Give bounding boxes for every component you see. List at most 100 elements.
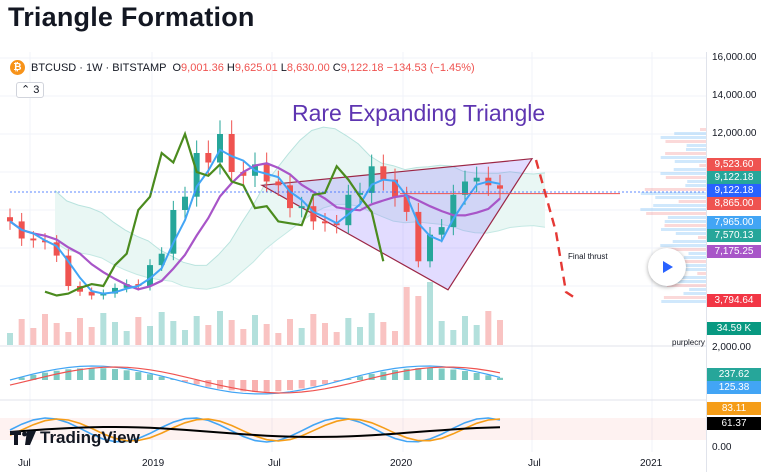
play-icon bbox=[663, 261, 673, 273]
macd-pane bbox=[9, 365, 503, 395]
macd-bar bbox=[88, 368, 95, 380]
close-value: 9,122.18 bbox=[340, 61, 384, 74]
volume-bar bbox=[205, 325, 212, 345]
volume-bar bbox=[380, 322, 387, 345]
macd-bar bbox=[415, 368, 422, 380]
volume-bar bbox=[100, 313, 107, 345]
macd-bar bbox=[65, 369, 72, 380]
price-chart[interactable] bbox=[0, 52, 768, 476]
price-tag: 83.11 bbox=[707, 402, 761, 415]
purple-base-line bbox=[9, 162, 501, 291]
volume-bar bbox=[18, 319, 25, 345]
volume-bar bbox=[65, 332, 72, 345]
candle bbox=[357, 182, 363, 205]
chevron-up-icon: ⌃ bbox=[21, 84, 31, 96]
volume-profile-bar bbox=[640, 192, 706, 195]
low-label: L bbox=[280, 61, 287, 74]
macd-bar bbox=[287, 380, 293, 391]
candle bbox=[240, 160, 247, 187]
macd-bar bbox=[473, 372, 480, 380]
price-tag: 9,122.18 bbox=[707, 171, 761, 184]
symbol-pair[interactable]: BTCUSD · 1W · BITSTAMP bbox=[31, 61, 167, 74]
macd-bar bbox=[485, 375, 492, 380]
volume-profile-bar bbox=[683, 292, 706, 295]
macd-bar bbox=[112, 368, 118, 380]
macd-bar bbox=[403, 368, 410, 380]
blue-conversion-line bbox=[9, 148, 501, 295]
candle bbox=[228, 120, 235, 184]
final-thrust-arrow bbox=[534, 159, 579, 301]
volume-bar bbox=[427, 282, 433, 345]
volume-profile-bar bbox=[660, 136, 706, 139]
indicator-toggle[interactable]: ⌃ 3 bbox=[16, 82, 45, 98]
macd-bar bbox=[298, 380, 305, 389]
candle bbox=[403, 186, 410, 221]
low-value: 8,630.00 bbox=[286, 61, 330, 74]
volume-bar bbox=[252, 315, 258, 345]
volume-bar bbox=[357, 327, 363, 345]
volume-bar bbox=[310, 314, 317, 345]
tradingview-logo-text: TradingView bbox=[40, 428, 140, 447]
volume-profile-bar bbox=[674, 160, 706, 163]
volume-profile-bar bbox=[660, 228, 706, 231]
volume-profile-bar bbox=[664, 220, 706, 223]
volume-bar bbox=[275, 333, 282, 345]
volume-bar bbox=[158, 312, 165, 345]
time-tick: 2019 bbox=[142, 458, 165, 469]
volume-bar bbox=[228, 320, 235, 345]
volume-bar bbox=[485, 311, 492, 345]
candle bbox=[7, 208, 13, 230]
candle bbox=[473, 166, 480, 193]
volume-bar bbox=[182, 330, 188, 345]
candle bbox=[310, 196, 317, 230]
volume-profile-bar bbox=[699, 164, 706, 167]
triangle-annotation: Rare Expanding Triangle bbox=[292, 100, 546, 126]
chart-frame[interactable] bbox=[0, 52, 768, 476]
candle bbox=[497, 174, 503, 200]
price-tick: 12,000.00 bbox=[712, 128, 757, 139]
price-tag: 9,523.60 bbox=[707, 158, 761, 171]
candle bbox=[65, 249, 72, 291]
price-tag: 7,570.13 bbox=[707, 229, 761, 242]
macd-bar bbox=[18, 377, 25, 380]
time-tick: Jul bbox=[18, 458, 31, 469]
macd-bar bbox=[438, 368, 445, 380]
price-tag: 237.62 bbox=[707, 368, 761, 381]
ohlc-values: O9,001.36 H9,625.01 L8,630.00 C9,122.18 … bbox=[172, 62, 474, 74]
high-label: H bbox=[226, 61, 235, 74]
volume-bar bbox=[77, 318, 83, 345]
macd-bar bbox=[252, 380, 258, 392]
volume-profile-bar bbox=[697, 272, 706, 275]
price-axis[interactable] bbox=[706, 52, 768, 472]
volume-bar bbox=[88, 327, 95, 345]
candle bbox=[193, 140, 200, 207]
price-tag: 9,122.18 bbox=[707, 184, 761, 197]
volume-profile-bar bbox=[655, 196, 706, 199]
price-tag: 3,794.64 bbox=[707, 294, 761, 307]
rsi-line bbox=[9, 426, 501, 439]
macd-bar bbox=[193, 380, 200, 385]
stoch-band bbox=[0, 418, 706, 440]
macd-bar bbox=[240, 380, 247, 392]
play-button[interactable] bbox=[648, 248, 686, 286]
macd-bar bbox=[368, 373, 375, 380]
candle bbox=[170, 200, 177, 261]
price-tag: 7,175.25 bbox=[707, 245, 761, 258]
high-value: 9,625.01 bbox=[234, 61, 278, 74]
candle bbox=[182, 186, 188, 220]
volume-profile-bar bbox=[686, 144, 706, 147]
volume-profile-bar bbox=[700, 128, 706, 131]
macd-bar bbox=[217, 380, 223, 389]
price-tick: 2,000.00 bbox=[712, 342, 751, 353]
volume-bar bbox=[368, 313, 375, 345]
macd-bar bbox=[158, 376, 165, 380]
time-tick: 2021 bbox=[640, 458, 663, 469]
change-value: −134.53 (−1.45%) bbox=[386, 61, 475, 74]
volume-profile-bar bbox=[667, 216, 706, 219]
volume-profile-bar bbox=[689, 288, 706, 291]
candle bbox=[112, 283, 118, 298]
macd-bar bbox=[357, 376, 363, 380]
time-tick: Jul bbox=[268, 458, 281, 469]
volume-profile-bar bbox=[653, 204, 706, 207]
volume-profile-bar bbox=[688, 252, 706, 255]
